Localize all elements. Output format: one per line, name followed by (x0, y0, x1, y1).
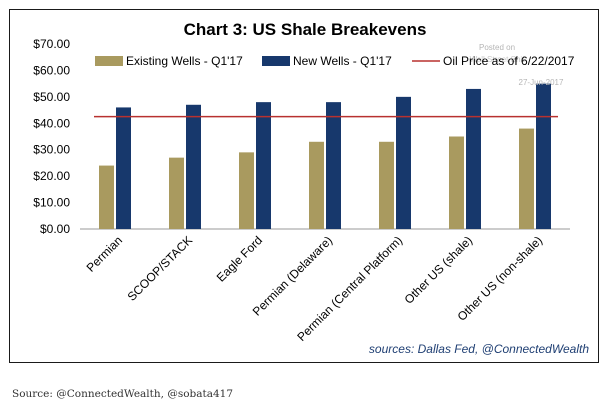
y-tick-label: $10.00 (33, 196, 70, 210)
bar-existing-wells (379, 141, 394, 229)
y-tick-label: $60.00 (33, 63, 70, 77)
y-tick-label: $20.00 (33, 169, 70, 183)
bar-new-wells (186, 104, 201, 229)
bar-new-wells (116, 107, 131, 229)
y-tick-label: $50.00 (33, 90, 70, 104)
bar-existing-wells (239, 152, 254, 229)
bar-new-wells (396, 96, 411, 229)
legend-swatch-existing-wells (95, 56, 123, 66)
x-tick-label: Eagle Ford (214, 233, 265, 284)
legend-label-oil-price: Oil Price as of 6/22/2017 (443, 54, 575, 68)
x-tick-label: SCOOP/STACK (125, 233, 196, 304)
bar-existing-wells (519, 128, 534, 229)
x-tick-label: Other US (shale) (402, 233, 476, 307)
bar-new-wells (256, 102, 271, 229)
y-tick-label: $30.00 (33, 143, 70, 157)
bar-chart: Chart 3: US Shale Breakevens $0.00 $10.00 $… (33, 20, 589, 356)
watermark-site: Wall Street Shit (470, 55, 526, 64)
bar-new-wells (536, 83, 551, 230)
source-caption: Source: @ConnectedWealth, @sobata417 (12, 388, 234, 400)
sources-annotation: sources: Dallas Fed, @ConnectedWealth (369, 342, 589, 356)
y-tick-label: $40.00 (33, 116, 70, 130)
y-tick-label: $70.00 (33, 37, 70, 51)
bar-new-wells (466, 88, 481, 229)
legend-label-existing-wells: Existing Wells - Q1'17 (126, 54, 243, 68)
chart-title: Chart 3: US Shale Breakevens (184, 20, 427, 39)
y-tick-label: $0.00 (40, 222, 70, 236)
bar-new-wells (326, 102, 341, 229)
bar-existing-wells (169, 157, 184, 229)
watermark-posted: Posted on (479, 43, 515, 52)
bar-existing-wells (99, 165, 114, 229)
bar-existing-wells (309, 141, 324, 229)
x-tick-label: Permian (84, 233, 125, 274)
legend-swatch-new-wells (262, 56, 290, 66)
watermark-date: 27-Jun-2017 (519, 78, 564, 87)
legend-label-new-wells: New Wells - Q1'17 (293, 54, 392, 68)
bar-existing-wells (449, 136, 464, 229)
chart-frame: Chart 3: US Shale Breakevens $0.00 $10.00 $… (9, 9, 599, 363)
